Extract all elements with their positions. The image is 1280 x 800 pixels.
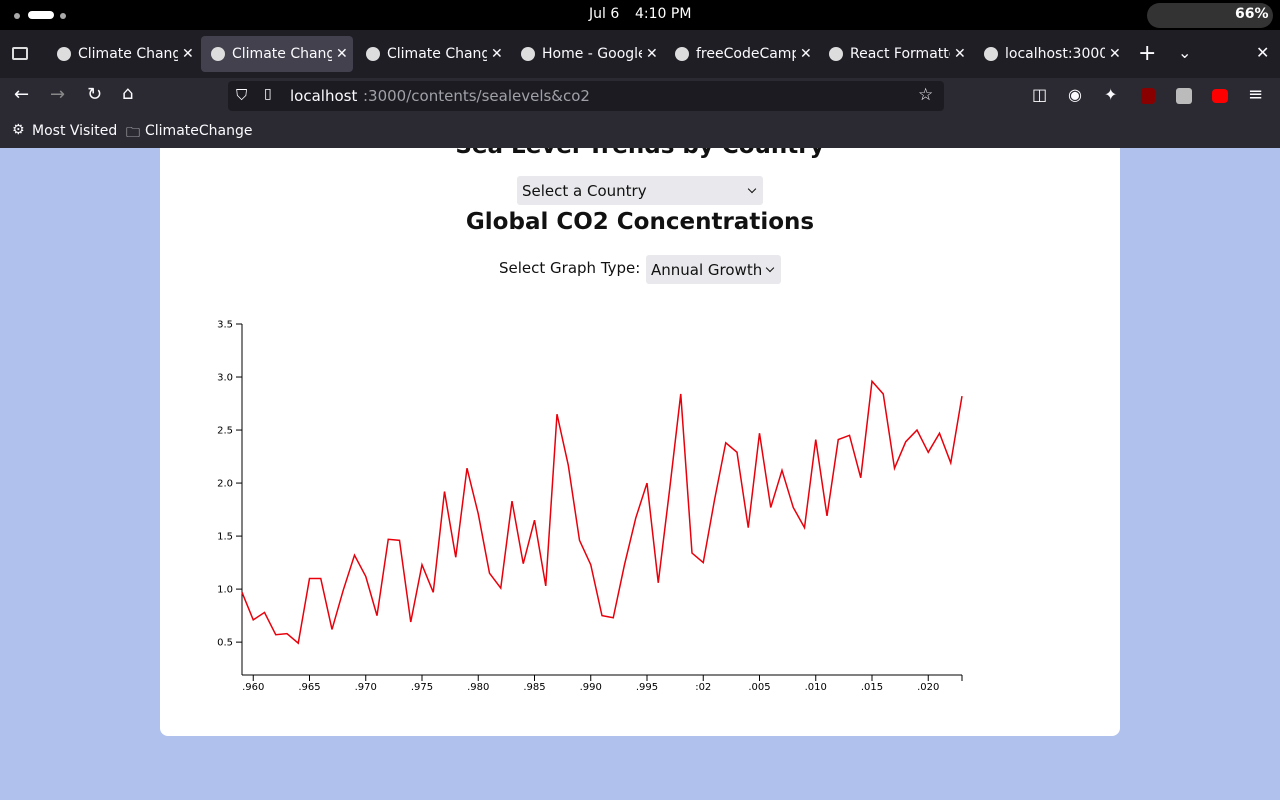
tab-close[interactable]: ✕ xyxy=(491,46,503,62)
menu-button[interactable]: ≡ xyxy=(1248,84,1264,105)
tab-favicon xyxy=(211,47,225,61)
system-tray xyxy=(1147,3,1273,28)
y-tick-label: 3.0 xyxy=(217,373,233,384)
tab-favicon xyxy=(829,47,843,61)
x-tick-label: .020 xyxy=(917,682,939,693)
y-tick-label: 0.5 xyxy=(217,638,233,649)
tab-title: Climate Chang xyxy=(232,46,332,62)
tab-favicon xyxy=(984,47,998,61)
tab[interactable]: Climate Chang ✕ xyxy=(356,36,508,72)
y-tick-label: 2.0 xyxy=(217,479,233,490)
tab[interactable]: React Formatte ✕ xyxy=(819,36,971,72)
close-window-button[interactable]: ✕ xyxy=(1256,43,1270,62)
page-icon: ▯ xyxy=(264,86,272,102)
tab-overview-button[interactable] xyxy=(12,47,28,60)
time: 4:10 PM xyxy=(635,6,692,22)
url-path: :3000/contents/sealevels&co2 xyxy=(363,87,590,105)
folder-icon: 🗀 xyxy=(126,125,140,141)
reload-button[interactable]: ↻ xyxy=(87,84,103,105)
tab-title: localhost:3000 xyxy=(1005,46,1105,62)
indicator xyxy=(60,13,66,19)
x-tick-label: :02 xyxy=(695,682,711,693)
page-viewport: Sea Level Trends by Country Select a Cou… xyxy=(0,148,1280,800)
battery-level: 66% xyxy=(1235,6,1269,22)
tab-title: freeCodeCamp xyxy=(696,46,796,62)
extension-icon[interactable] xyxy=(1141,88,1155,104)
section-heading: Global CO2 Concentrations xyxy=(465,209,815,235)
url-host: localhost xyxy=(290,87,358,105)
x-tick-label: .990 xyxy=(580,682,602,693)
tab-favicon xyxy=(57,47,71,61)
graph-type-select[interactable]: Annual Growth xyxy=(646,255,781,284)
x-tick-label: .965 xyxy=(298,682,320,693)
tab-bar: Climate Chang ✕ Climate Chang ✕ Climate Chan… xyxy=(0,30,1280,78)
forward-button[interactable]: → xyxy=(50,84,66,105)
tab-close[interactable]: ✕ xyxy=(646,46,658,62)
tab[interactable]: freeCodeCamp ✕ xyxy=(665,36,817,72)
indicator xyxy=(14,13,20,19)
bookmark[interactable]: Most Visited xyxy=(32,123,118,139)
tab-favicon xyxy=(521,47,535,61)
x-tick-label: .970 xyxy=(355,682,377,693)
tab-close[interactable]: ✕ xyxy=(954,46,966,62)
indicator xyxy=(28,11,54,19)
y-tick-label: 3.5 xyxy=(217,320,233,331)
country-select[interactable]: Select a Country xyxy=(517,176,763,205)
tab[interactable]: Climate Chang ✕ xyxy=(47,36,199,72)
x-tick-label: .980 xyxy=(467,682,489,693)
content-card: Sea Level Trends by Country Select a Cou… xyxy=(160,148,1120,736)
tab-title: Home - Google xyxy=(542,46,642,62)
tab-close[interactable]: ✕ xyxy=(182,46,194,62)
address-bar[interactable]: ⛉ ▯ localhost :3000/contents/sealevels&c… xyxy=(228,81,944,111)
x-tick-label: .995 xyxy=(636,682,658,693)
bookmark-folder[interactable]: ClimateChange xyxy=(145,123,253,139)
section-heading: Sea Level Trends by Country xyxy=(160,148,1120,159)
tab-list-button[interactable]: ⌄ xyxy=(1178,43,1192,62)
graph-type-label: Select Graph Type: xyxy=(499,259,641,277)
y-tick-label: 1.5 xyxy=(217,532,233,543)
account-button[interactable]: ◉ xyxy=(1068,85,1082,104)
tab-favicon xyxy=(366,47,380,61)
tab-title: Climate Chang xyxy=(78,46,178,62)
pocket-button[interactable]: ◫ xyxy=(1032,85,1048,104)
extension-icon[interactable] xyxy=(1176,88,1192,104)
tab-favicon xyxy=(675,47,689,61)
bookmark-star[interactable]: ☆ xyxy=(918,85,934,105)
tab-close[interactable]: ✕ xyxy=(800,46,812,62)
status-bar: Jul 6 4:10 PM 66% xyxy=(0,0,1280,30)
tab-close[interactable]: ✕ xyxy=(1109,46,1121,62)
tab-title: React Formatte xyxy=(850,46,950,62)
bookmarks-bar: ⚙ Most Visited 🗀 ClimateChange xyxy=(0,115,1280,148)
y-tick-label: 2.5 xyxy=(217,426,233,437)
x-tick-label: .985 xyxy=(523,682,545,693)
y-tick-label: 1.0 xyxy=(217,585,233,596)
x-tick-label: .960 xyxy=(242,682,264,693)
date: Jul 6 xyxy=(589,6,620,22)
extension-icon[interactable] xyxy=(1212,89,1228,103)
gear-icon: ⚙ xyxy=(12,122,25,138)
tab[interactable]: Home - Google ✕ xyxy=(511,36,663,72)
tab[interactable]: Climate Chang ✕ xyxy=(201,36,353,72)
extensions-button[interactable]: ✦ xyxy=(1104,85,1118,104)
back-button[interactable]: ← xyxy=(14,84,30,105)
x-tick-label: .015 xyxy=(861,682,883,693)
x-tick-label: .010 xyxy=(805,682,827,693)
tab-title: Climate Chang xyxy=(387,46,487,62)
tab-close[interactable]: ✕ xyxy=(336,46,348,62)
data-line xyxy=(241,379,963,645)
tab[interactable]: localhost:3000 ✕ xyxy=(974,36,1126,72)
x-tick-label: .005 xyxy=(748,682,770,693)
new-tab-button[interactable]: + xyxy=(1138,41,1157,66)
home-button[interactable]: ⌂ xyxy=(122,83,134,104)
x-tick-label: .975 xyxy=(411,682,433,693)
security-icon: ⛉ xyxy=(236,86,248,104)
